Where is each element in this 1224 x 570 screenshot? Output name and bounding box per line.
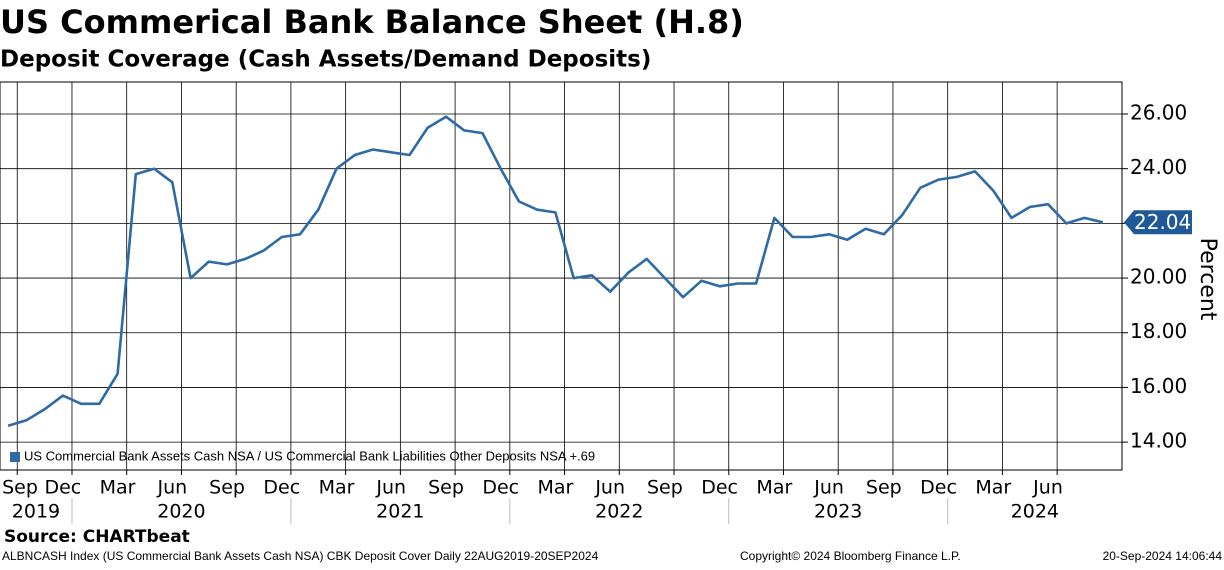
y-tick-label: 14.00 <box>1130 429 1187 453</box>
chart-subtitle: Deposit Coverage (Cash Assets/Demand Dep… <box>0 47 651 73</box>
x-tick-label: Sep <box>647 477 683 499</box>
last-value-label: 22.04 <box>1134 210 1191 234</box>
x-tick-label: Sep <box>209 477 245 499</box>
x-tick-label: Jun <box>375 477 406 499</box>
x-tick-label: Dec <box>482 477 519 499</box>
y-tick-label: 24.00 <box>1130 155 1187 179</box>
x-tick-label: Sep <box>2 477 38 499</box>
x-tick-label: Mar <box>975 477 1011 499</box>
chart-title: US Commerical Bank Balance Sheet (H.8) <box>0 3 744 41</box>
x-tick-label: Jun <box>156 477 187 499</box>
source: Source: CHARTbeat <box>4 527 190 547</box>
year-label: 2024 <box>1011 501 1059 523</box>
y-tick-label: 16.00 <box>1130 374 1187 398</box>
year-label: 2022 <box>595 501 643 523</box>
x-tick-label: Dec <box>920 477 957 499</box>
year-label: 2021 <box>376 501 424 523</box>
year-label: 2019 <box>12 501 60 523</box>
x-tick-label: Jun <box>594 477 625 499</box>
x-tick-label: Mar <box>100 477 136 499</box>
footer-left: ALBNCASH Index (US Commercial Bank Asset… <box>2 549 599 563</box>
legend-label: US Commercial Bank Assets Cash NSA / US … <box>24 448 595 463</box>
y-tick-label: 20.00 <box>1130 265 1187 289</box>
y-tick-label: 26.00 <box>1130 100 1187 124</box>
x-tick-label: Jun <box>1032 477 1063 499</box>
y-tick-label: 18.00 <box>1130 319 1187 343</box>
x-tick-label: Mar <box>538 477 574 499</box>
footer-right: 20-Sep-2024 14:06:44 <box>1103 549 1223 563</box>
x-tick-label: Jun <box>813 477 844 499</box>
last-value-tag <box>1124 210 1192 235</box>
x-tick-label: Mar <box>756 477 792 499</box>
x-tick-label: Mar <box>319 477 355 499</box>
legend-swatch <box>10 452 20 462</box>
year-label: 2020 <box>157 501 205 523</box>
x-tick-label: Sep <box>866 477 902 499</box>
y-axis-label: Percent <box>1195 238 1220 321</box>
data-line <box>7 115 1104 427</box>
x-tick-label: Dec <box>44 477 81 499</box>
footer-center: Copyright© 2024 Bloomberg Finance L.P. <box>740 549 961 563</box>
x-tick-label: Sep <box>428 477 464 499</box>
x-tick-label: Dec <box>701 477 738 499</box>
year-label: 2023 <box>814 501 862 523</box>
x-tick-label: Dec <box>263 477 300 499</box>
plot-frame <box>0 81 1123 471</box>
